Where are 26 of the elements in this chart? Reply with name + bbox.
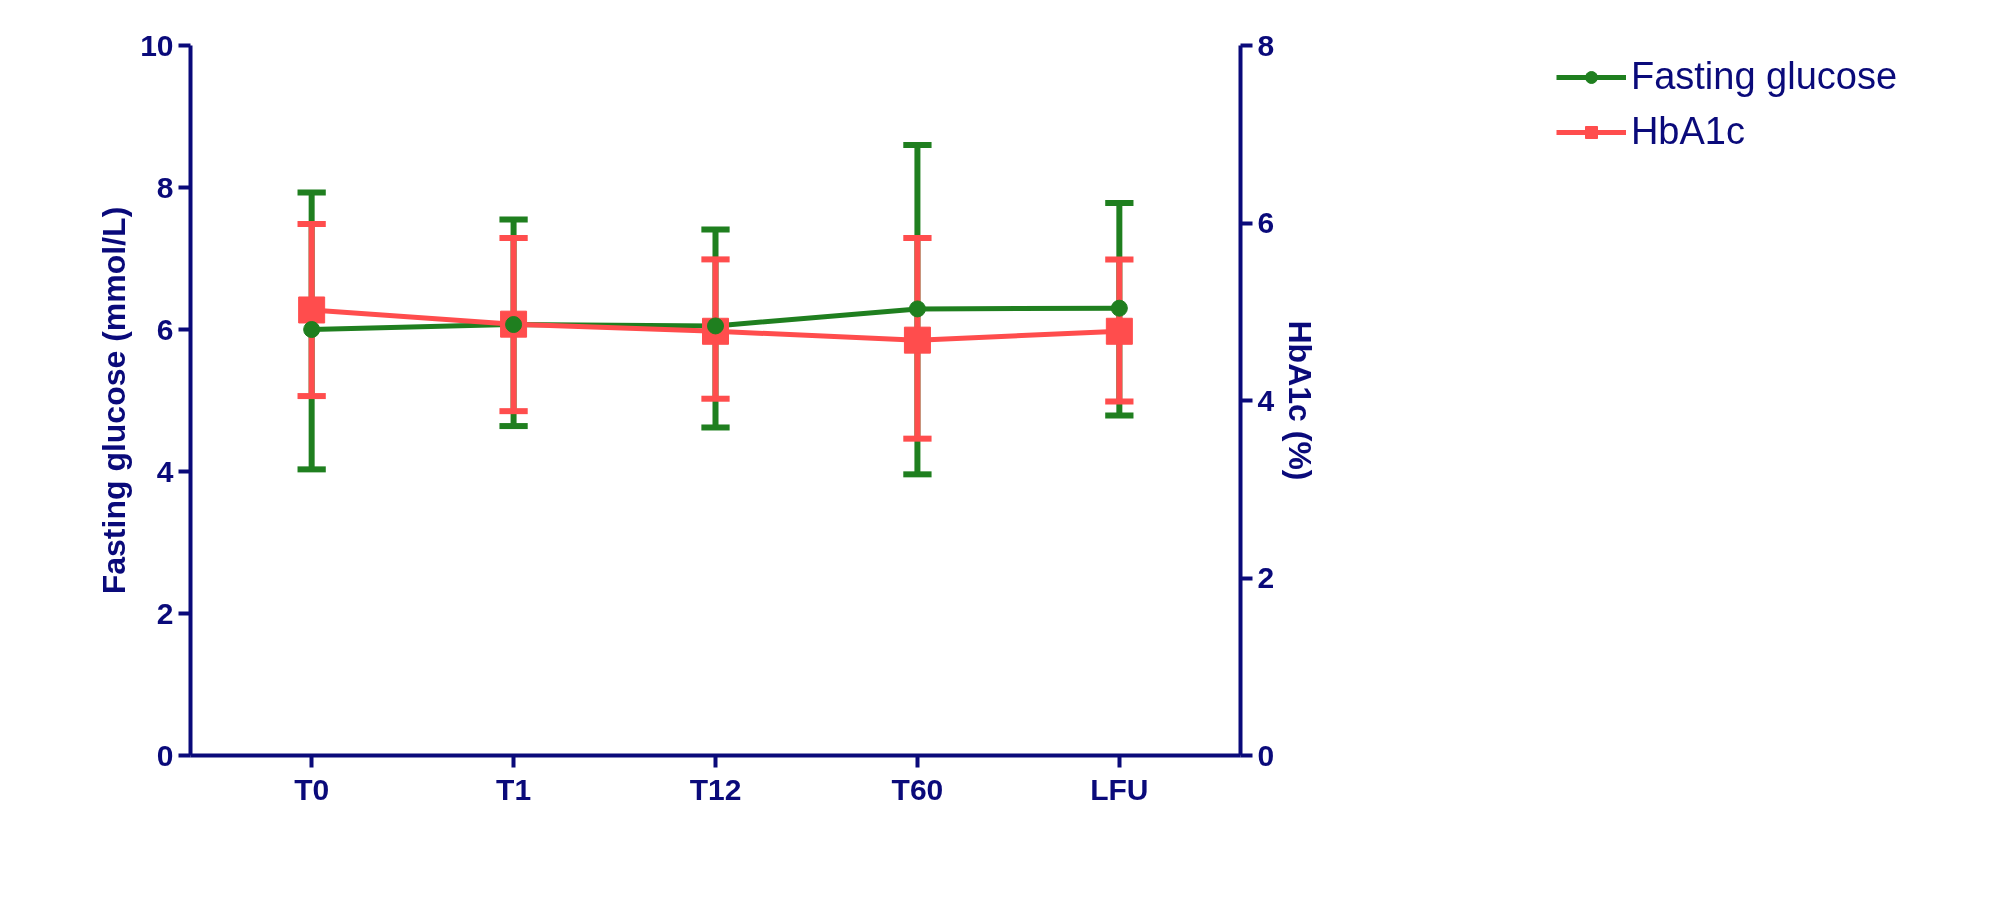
x-tick-label: T60 [891, 772, 944, 806]
y-axis-title: Fasting glucose (mmol/L) [96, 206, 133, 595]
x-tick-label: LFU [1090, 772, 1149, 806]
y-tick-label: 10 [140, 28, 174, 62]
y-tick-label: 8 [156, 170, 174, 204]
x-tick-label: T1 [496, 772, 532, 806]
point [903, 326, 931, 354]
y-tick-label: 6 [156, 312, 174, 346]
y-tick-label: 2 [156, 596, 174, 630]
x-tick-label: T0 [294, 772, 330, 806]
x-tick-label: T12 [689, 772, 742, 806]
y2-tick-label: 4 [1257, 383, 1275, 417]
point [908, 300, 926, 318]
y2-tick-label: 0 [1257, 738, 1275, 772]
legend-label: Fasting glucose [1630, 55, 1898, 98]
point [303, 321, 321, 338]
y2-tick-label: 8 [1257, 28, 1275, 62]
y2-axis-title: HbA1c (%) [1282, 320, 1319, 481]
point [298, 296, 326, 324]
y-tick-label: 4 [156, 454, 174, 488]
y2-tick-label: 2 [1257, 561, 1275, 594]
point [1105, 317, 1133, 345]
point [1110, 299, 1128, 317]
legend-label: HbA1c [1630, 110, 1745, 153]
y-tick-label: 0 [156, 738, 174, 772]
y2-tick-label: 6 [1257, 206, 1275, 239]
